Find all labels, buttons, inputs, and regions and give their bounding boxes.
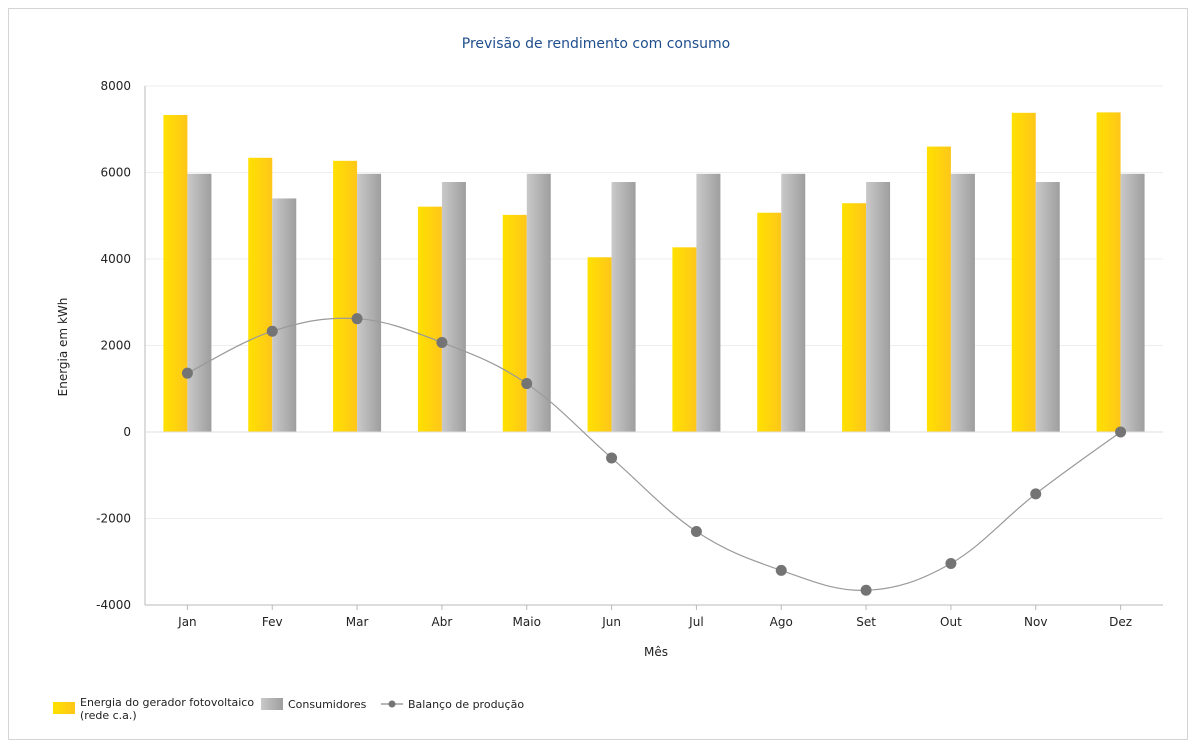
x-tick-label: Set	[856, 615, 876, 629]
bar-consumers	[866, 182, 891, 432]
balance-point	[436, 336, 448, 348]
bar-pv-energy	[333, 160, 358, 432]
bar-consumers	[696, 173, 721, 433]
x-tick-label: Dez	[1109, 615, 1132, 629]
x-tick-label: Fev	[262, 615, 283, 629]
x-tick-label: Jul	[688, 615, 703, 629]
chart-frame: Previsão de rendimento com consumo 8000 6…	[8, 8, 1188, 740]
bar-consumers	[1035, 182, 1060, 432]
legend-label-balance: Balanço de produção	[408, 698, 524, 711]
bar-pv-energy	[587, 257, 612, 432]
bar-consumers	[611, 182, 636, 432]
legend-swatch-balance-point	[388, 700, 396, 708]
balance-point	[181, 367, 193, 379]
bar-pv-energy	[163, 114, 188, 432]
balance-point	[775, 564, 787, 576]
y-tick-label: 2000	[100, 339, 131, 353]
balance-point	[945, 557, 957, 569]
bar-consumers	[950, 173, 975, 433]
bar-consumers	[441, 182, 466, 432]
bar-consumers	[1120, 173, 1145, 433]
bar-consumers	[357, 173, 382, 433]
y-tick-label: -4000	[96, 598, 131, 612]
x-tick-label: Out	[940, 615, 962, 629]
x-tick-label: Nov	[1024, 615, 1047, 629]
bar-pv-energy	[417, 206, 442, 432]
y-tick-label: -2000	[96, 512, 131, 526]
y-axis-title: Energia em kWh	[56, 298, 70, 397]
x-tick-label: Mar	[346, 615, 369, 629]
y-tick-label: 0	[123, 425, 131, 439]
bar-pv-energy	[1011, 112, 1036, 432]
bar-consumers	[526, 173, 551, 433]
legend-swatch-consumers	[261, 698, 283, 710]
balance-point	[1115, 426, 1127, 438]
balance-point	[606, 452, 618, 464]
balance-point	[1030, 488, 1042, 500]
balance-point	[521, 378, 533, 390]
bar-pv-energy	[248, 157, 273, 433]
bar-consumers	[272, 198, 297, 432]
balance-point	[690, 525, 702, 537]
legend-label-pv-energy-line2: (rede c.a.)	[80, 709, 137, 722]
x-tick-label: Jun	[601, 615, 621, 629]
balance-point	[351, 313, 363, 325]
x-tick-label: Jan	[177, 615, 197, 629]
x-tick-label: Ago	[770, 615, 793, 629]
bar-pv-energy	[926, 146, 951, 433]
x-tick-label: Maio	[513, 615, 541, 629]
y-tick-label: 8000	[100, 79, 131, 93]
bar-pv-energy	[502, 214, 527, 432]
bar-pv-energy	[1096, 112, 1121, 432]
bar-consumers	[187, 173, 212, 433]
bar-pv-energy	[842, 203, 867, 432]
legend-swatch-pv-energy	[53, 702, 75, 714]
chart-svg: Previsão de rendimento com consumo 8000 6…	[53, 36, 1163, 722]
legend-label-pv-energy: Energia do gerador fotovoltaico	[80, 696, 254, 709]
x-axis-title: Mês	[644, 645, 668, 659]
chart-title: Previsão de rendimento com consumo	[462, 36, 730, 52]
bar-consumers	[781, 173, 806, 433]
bar-pv-energy	[672, 247, 697, 432]
y-tick-label: 6000	[100, 166, 131, 180]
balance-line	[187, 317, 1121, 591]
legend-label-consumers: Consumidores	[288, 698, 367, 711]
bar-pv-energy	[757, 212, 782, 432]
balance-point	[266, 325, 278, 337]
x-tick-label: Abr	[432, 615, 453, 629]
balance-point	[860, 584, 872, 596]
legend: Energia do gerador fotovoltaico(rede c.a…	[53, 696, 524, 722]
y-tick-label: 4000	[100, 252, 131, 266]
